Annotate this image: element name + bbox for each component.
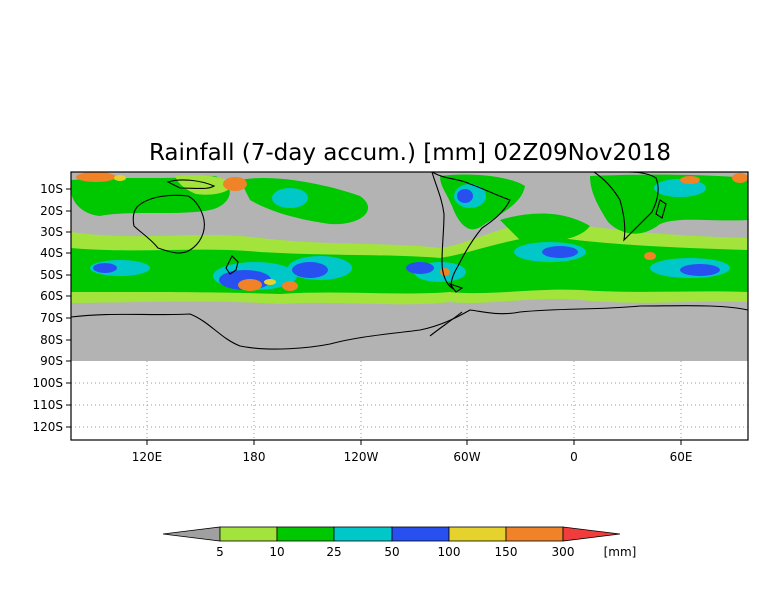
lat-tick-label: 100S <box>32 376 63 390</box>
lat-tick-label: 110S <box>32 398 63 412</box>
colorbar-tick-label: 50 <box>384 545 399 559</box>
colorbar-segment-10-25 <box>276 526 335 542</box>
rain-cell <box>93 263 117 273</box>
colorbar-tick-label: 150 <box>495 545 518 559</box>
rain-cell <box>223 177 247 191</box>
lat-tick-label: 90S <box>40 354 63 368</box>
coastline-new-zealand <box>225 255 239 275</box>
rain-patch-south-atlantic <box>500 213 590 242</box>
colorbar-tick-label: 10 <box>269 545 284 559</box>
gridlines <box>71 361 748 440</box>
coastline-antarctica <box>71 305 748 350</box>
lat-tick-label: 30S <box>40 225 63 239</box>
rain-patch-southern-africa <box>590 174 748 234</box>
rain-cell <box>457 189 473 203</box>
lon-tick-label: 120E <box>132 450 163 464</box>
rain-cell <box>542 246 578 258</box>
coastlines <box>71 172 748 350</box>
rainfall-field <box>71 172 748 305</box>
colorbar-tick-label: 100 <box>438 545 461 559</box>
coastline-madagascar <box>655 199 667 219</box>
chart-title: Rainfall (7-day accum.) [mm] 02Z09Nov201… <box>149 140 671 166</box>
colorbar-tick-label: 300 <box>552 545 575 559</box>
colorbar-unit-label: [mm] <box>604 545 637 559</box>
lat-tick-label: 20S <box>40 204 63 218</box>
lat-tick-label: 120S <box>32 420 63 434</box>
coastline-tierra-del-fuego <box>448 282 464 293</box>
colorbar-tick-label: 5 <box>216 545 224 559</box>
colorbar-tick-label: 25 <box>326 545 341 559</box>
colorbar-high-triangle <box>562 526 621 542</box>
rain-cell <box>440 268 450 276</box>
y-axis: 10S 20S 30S 40S 50S 60S 70S 80S 90S 100S… <box>32 182 71 434</box>
x-axis: 120E 180 120W 60W 0 60E <box>132 440 693 464</box>
map-frame <box>70 171 749 441</box>
colorbar-segment-25-50 <box>333 526 393 542</box>
rain-cell <box>282 281 298 291</box>
lat-tick-label: 80S <box>40 333 63 347</box>
rain-cell <box>238 279 262 291</box>
rain-cell <box>114 175 126 181</box>
rain-cell <box>76 172 116 182</box>
colorbar-segment-50-100 <box>391 526 450 542</box>
rain-cell <box>680 264 720 276</box>
coastline-south-america <box>431 172 511 290</box>
rain-cell <box>406 262 434 274</box>
colorbar-segment-5-10 <box>219 526 278 542</box>
map-plot <box>71 172 748 440</box>
lon-tick-label: 60E <box>670 450 693 464</box>
rain-cell <box>644 252 656 260</box>
colorbar-low-triangle <box>162 526 221 542</box>
lon-tick-label: 180 <box>243 450 266 464</box>
lat-tick-label: 60S <box>40 289 63 303</box>
lat-tick-label: 10S <box>40 182 63 196</box>
colorbar: 5 10 25 50 100 150 300 [mm] <box>162 526 637 559</box>
lon-tick-label: 60W <box>453 450 480 464</box>
rain-cell <box>292 262 328 278</box>
colorbar-segment-150-300 <box>505 526 564 542</box>
rain-cell <box>732 173 748 183</box>
rain-cell <box>264 279 276 285</box>
colorbar-segment-100-150 <box>448 526 507 542</box>
coastline-antarctic-peninsula <box>429 311 463 337</box>
lat-tick-label: 50S <box>40 268 63 282</box>
coastline-new-guinea <box>166 179 216 190</box>
lon-tick-label: 0 <box>570 450 578 464</box>
rain-cell <box>680 176 700 184</box>
rain-cell <box>272 188 308 208</box>
lat-tick-label: 40S <box>40 246 63 260</box>
lon-tick-label: 120W <box>344 450 379 464</box>
coastline-africa <box>593 172 659 242</box>
coastline-australia <box>132 194 205 254</box>
lat-tick-label: 70S <box>40 311 63 325</box>
